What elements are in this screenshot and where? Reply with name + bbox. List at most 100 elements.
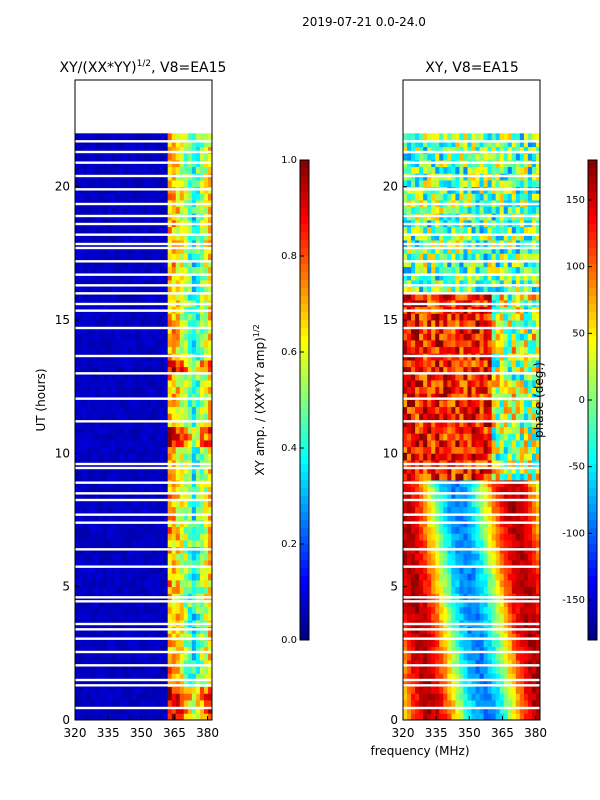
phase-cell	[483, 666, 489, 674]
amp-cell	[195, 560, 201, 568]
phase-cell	[531, 540, 537, 548]
amp-cell	[111, 640, 116, 648]
amp-cell	[207, 146, 213, 154]
phase-cell	[483, 526, 489, 534]
phase-cell	[527, 686, 533, 694]
phase-cell	[471, 540, 476, 548]
amp-flagged-row	[75, 466, 212, 470]
amp-cell	[127, 440, 132, 448]
amp-cell	[79, 580, 84, 588]
phase-cell	[531, 446, 537, 454]
amp-cell	[99, 693, 104, 701]
amp-cell	[159, 313, 165, 321]
amp-cell	[135, 386, 140, 394]
amp-cell	[175, 453, 181, 461]
phase-cell	[511, 453, 517, 461]
amp-cell	[195, 386, 201, 394]
phase-cell	[459, 540, 464, 548]
phase-cell	[487, 640, 493, 648]
amp-cell	[135, 360, 140, 368]
amp-cell	[163, 246, 169, 254]
amp-cell	[183, 666, 189, 674]
amp-cell	[143, 600, 148, 608]
amp-cell	[203, 286, 209, 294]
phase-cell	[411, 486, 416, 494]
amp-cell	[139, 700, 144, 708]
amp-cell	[199, 566, 205, 574]
amp-cell	[115, 533, 120, 541]
phase-cell	[407, 466, 412, 474]
amp-cell	[155, 666, 161, 674]
amp-cell	[207, 246, 213, 254]
amp-cell	[163, 340, 169, 348]
amp-cell	[83, 473, 88, 481]
amp-colorbar-step	[300, 240, 309, 249]
amp-cell	[139, 393, 144, 401]
amp-cell	[83, 266, 88, 274]
amp-cell	[115, 706, 120, 714]
amp-cell	[139, 360, 144, 368]
phase-cell	[427, 473, 432, 481]
amp-cell	[131, 293, 136, 301]
amp-cell	[199, 393, 205, 401]
amp-cell	[195, 166, 201, 174]
amp-cell	[103, 713, 108, 721]
amp-cell	[199, 373, 205, 381]
amp-cell	[195, 340, 201, 348]
phase-cell	[423, 693, 428, 701]
phase-cell	[415, 700, 420, 708]
amp-cell	[123, 426, 128, 434]
amp-cell	[155, 193, 161, 201]
amp-cell	[175, 133, 181, 141]
amp-cell	[95, 586, 100, 594]
amp-cell	[191, 426, 197, 434]
amp-cell	[115, 413, 120, 421]
phase-cell	[527, 600, 533, 608]
phase-cell	[467, 573, 472, 581]
phase-cell	[447, 586, 452, 594]
amp-flagged-row	[75, 650, 212, 654]
amp-cell	[195, 706, 201, 714]
amp-colorbar-step	[300, 280, 309, 289]
phase-cell	[471, 706, 476, 714]
amp-cell	[175, 146, 181, 154]
phase-cell	[531, 360, 537, 368]
amp-cell	[95, 333, 100, 341]
amp-cell	[87, 433, 92, 441]
amp-cell	[207, 573, 213, 581]
amp-cell	[99, 433, 104, 441]
phase-cell	[487, 673, 493, 681]
phase-cell	[527, 466, 533, 474]
amp-cell	[183, 206, 189, 214]
phase-cell	[487, 686, 493, 694]
phase-cell	[443, 373, 448, 381]
amp-cell	[203, 646, 209, 654]
amp-cell	[103, 193, 108, 201]
phase-cell	[411, 560, 416, 568]
phase-cell	[483, 653, 489, 661]
amp-cell	[163, 573, 169, 581]
amp-cell	[191, 140, 197, 148]
amp-cell	[99, 553, 104, 561]
amp-cell	[207, 360, 213, 368]
amp-cell	[83, 713, 88, 721]
phase-cell	[507, 453, 513, 461]
phase-cell	[431, 613, 436, 621]
amp-cell	[163, 393, 169, 401]
amp-cell	[199, 473, 205, 481]
phase-cell	[475, 580, 480, 588]
phase-cell	[415, 633, 420, 641]
phase-cell	[475, 426, 480, 434]
phase-cell	[403, 466, 408, 474]
amp-cell	[75, 680, 80, 688]
amp-cell	[143, 506, 148, 514]
amp-cell	[127, 513, 132, 521]
phase-cell	[443, 433, 448, 441]
amp-cell	[183, 226, 189, 234]
phase-cell	[463, 653, 468, 661]
amp-cell	[163, 606, 169, 614]
phase-cell	[535, 586, 541, 594]
amp-cell	[131, 466, 136, 474]
phase-cell	[479, 506, 484, 514]
amp-cell	[87, 386, 92, 394]
